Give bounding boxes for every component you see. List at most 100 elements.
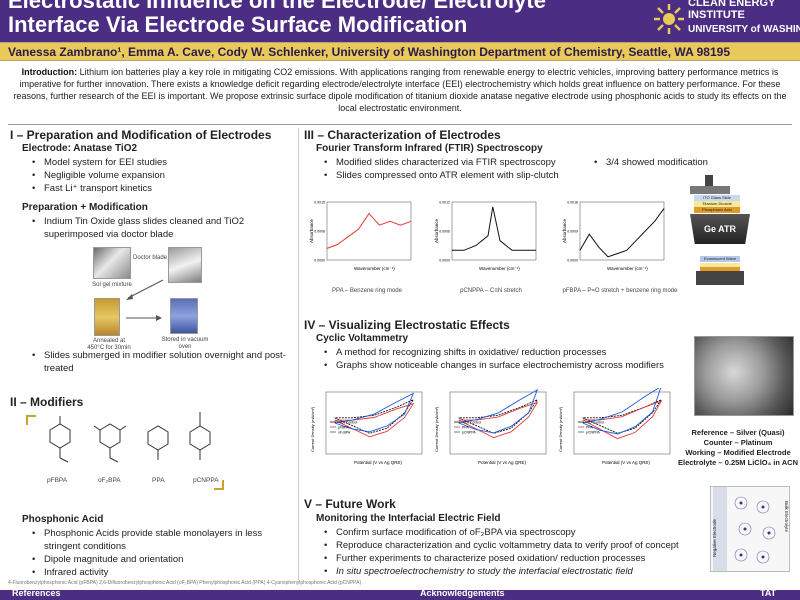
spectrum-ylabel: Absorbance: [434, 218, 439, 243]
evanescent-wave-label: Evanescent Wave: [700, 256, 740, 262]
spectrum-line: [326, 212, 412, 249]
spectrum-caption-pfbpa: pFBPA – P=O stretch + benzene ring mode: [562, 288, 678, 294]
caption-solgel: Sol gel mixture: [92, 282, 132, 288]
molecule-label-pfbpa: pFBPA: [47, 477, 68, 484]
cv-xlabel: Potential (V vs Ag QRE): [354, 460, 403, 465]
plot-frame: [451, 201, 537, 261]
list-item: Reproduce characterization and cyclic vo…: [322, 539, 712, 552]
evanescent-layer-2: [700, 267, 740, 271]
section3-title: III – Characterization of Electrodes: [304, 128, 501, 142]
electrode-counter: Counter – Platinum: [703, 438, 773, 447]
spectrum-ytick: 0.0018: [567, 201, 578, 205]
list-item: Infrared activity: [30, 566, 292, 579]
legend-label: pCNPPA: [462, 431, 476, 435]
gold-corner-bottom: [214, 480, 224, 490]
logo-line2: INSTITUTE: [688, 9, 745, 21]
of2bpa-structure-icon: [93, 423, 127, 463]
spectrum-line: [579, 208, 665, 258]
cv-curve: [582, 388, 662, 435]
section2-title: II – Modifiers: [10, 395, 84, 409]
plot-frame: [573, 391, 671, 455]
modifier-footnote: 4-Fluorobenzylphosphonic Acid (pFBPA) 2,…: [8, 580, 362, 586]
process-arrows-icon: [126, 279, 164, 300]
cv-ylabel: Current Density (mA/cm²): [558, 406, 563, 452]
list-item: Model system for EEI studies: [30, 156, 290, 169]
molecule-label-pcnppa: pCNPPA: [193, 477, 219, 484]
gold-corner-top: [26, 415, 36, 425]
spectrum-xlabel: Wavenumber (cm⁻¹): [479, 266, 520, 271]
section1-bullets1: Model system for EEI studies Negligible …: [30, 156, 290, 195]
spectrum-line: [452, 206, 536, 251]
list-item: Negligible volume expansion: [30, 169, 290, 182]
spectrum-xlabel: Wavenumber (cm⁻¹): [607, 266, 648, 271]
list-item: Fast Li⁺ transport kinetics: [30, 182, 290, 195]
list-item: Further experiments to characterize pose…: [322, 552, 712, 565]
spectrum-xlabel: Wavenumber (cm⁻¹): [354, 266, 395, 271]
cv-curve: [582, 398, 663, 434]
negative-electrode-band: [713, 487, 727, 571]
cv-cell-photo: [694, 336, 794, 416]
ftir-spectrum-ppa: Absorbance Wavenumber (cm⁻¹) 0.0000 0.0008 0…: [309, 201, 412, 271]
clean-energy-logo-icon: [654, 4, 684, 34]
cv-curve: [334, 392, 415, 433]
cv-curve: [458, 401, 539, 439]
list-item: Confirm surface modification of oF₂BPA v…: [322, 526, 712, 539]
section3-bullets: Modified slides characterized via FTIR s…: [322, 156, 602, 182]
section5-sub: Monitoring the Interfacial Electric Fiel…: [316, 513, 501, 524]
ion-cloud-icon: [734, 496, 776, 564]
logo-line3: UNIVERSITY of WASHINGTON: [688, 24, 800, 35]
legend-label: pCNPPA: [586, 431, 600, 435]
legend-label: TiO₂ Control: [462, 421, 481, 425]
diagram-left-label: Negative Electrode: [712, 518, 717, 557]
annealed-photo: [94, 298, 120, 336]
atr-layer-ito: ITO Glass Slide: [694, 195, 740, 201]
footer-acknowledgements: Acknowledgements: [420, 588, 505, 598]
section1-sub2: Preparation + Modification: [22, 202, 148, 213]
evanescent-element: [696, 271, 744, 285]
section5-title: V – Future Work: [304, 497, 396, 511]
section3-side-bullet: 3/4 showed modification: [592, 156, 722, 169]
footer-bar: References Acknowledgements TAT: [0, 588, 800, 600]
solgel-photo: [93, 247, 131, 279]
cv-curve: [334, 398, 415, 434]
slip-clutch-head: [690, 186, 730, 194]
author-bar: Vanessa Zambrano¹, Emma A. Cave, Cody W.…: [0, 42, 800, 61]
cv-ylabel: Current Density (mA/cm²): [310, 406, 315, 452]
section1-sub1: Electrode: Anatase TiO2: [22, 143, 138, 154]
ppa-structure-icon: [147, 425, 169, 460]
caption-doctor: Doctor blade: [132, 255, 168, 261]
logo-line1: CLEAN ENERGY: [688, 0, 776, 9]
list-item: Modified slides characterized via FTIR s…: [322, 156, 602, 169]
spectrum-ytick: 0.0012: [439, 201, 450, 205]
legend-label: ITO Control: [586, 421, 604, 425]
legend-label: pFBPA: [338, 426, 349, 430]
author-line: Vanessa Zambrano¹, Emma A. Cave, Cody W.…: [8, 45, 730, 59]
molecule-label-of2bpa: oF₂BPA: [98, 477, 121, 484]
modifier-structures: [49, 412, 211, 463]
section1-bullets3: Slides submerged in modifier solution ov…: [30, 349, 290, 375]
list-item: Slides submerged in modifier solution ov…: [30, 349, 290, 375]
ftir-spectrum-pcnppa: Absorbance Wavenumber (cm⁻¹) 0.0000 0.0006 0…: [434, 201, 537, 271]
caption-annealed: Annealed at 450°C for 30min: [87, 338, 131, 351]
intro-text: Lithium ion batteries play a key role in…: [13, 67, 787, 113]
molecule-label-ppa: PPA: [152, 477, 165, 484]
electrolyte: Electrolyte – 0.25M LiClO₄ in ACN: [678, 458, 798, 467]
section1-title: I – Preparation and Modification of Elec…: [10, 128, 272, 142]
pfbpa-structure-icon: [49, 416, 71, 463]
spectrum-ytick: 0.0009: [567, 230, 578, 234]
cv-curve: [582, 400, 663, 440]
poster-title-line1: Electrostatic Influence on the Electrode…: [8, 0, 546, 13]
vacuum-oven-photo: [170, 298, 198, 334]
evanescent-layer-1: [700, 263, 740, 267]
footer-references: References: [12, 588, 61, 598]
slip-clutch-rod: [705, 175, 713, 193]
legend-label: oF₂BPA: [338, 431, 351, 435]
spectrum-ytick: 0.0000: [314, 259, 325, 263]
interface-field-diagram: Negative Electrode Bulk Electrolyte: [710, 486, 790, 572]
plot-frame: [325, 391, 423, 455]
section4-title: IV – Visualizing Electrostatic Effects: [304, 318, 510, 332]
cv-xlabel: Potential (V vs Ag QRE): [478, 460, 527, 465]
section2-sub: Phosphonic Acid: [22, 514, 104, 525]
cv-xlabel: Potential (V vs Ag QRE): [602, 460, 651, 465]
